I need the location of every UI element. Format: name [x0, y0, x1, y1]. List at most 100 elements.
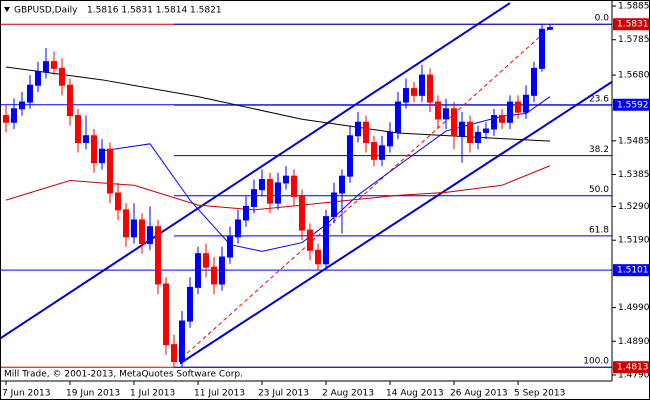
candle-body [395, 101, 401, 133]
candle-body [267, 179, 273, 204]
plot-area: 0.0 23.6 38.2 50.0 61.8 100.0 [0, 2, 612, 369]
x-tick-label: 2 Aug 2013 [322, 389, 374, 399]
candle-body [499, 115, 505, 123]
candle-body [379, 145, 385, 160]
candle-body [83, 135, 89, 143]
candle-body [163, 283, 169, 346]
y-tick-label: 1.5385 [618, 170, 650, 180]
candle-body [387, 131, 393, 147]
candle-body [515, 101, 521, 113]
y-tick-label: 1.5785 [618, 35, 650, 45]
y-tick-label: 1.4890 [618, 337, 650, 347]
candle-body [3, 115, 9, 123]
candle-body [147, 226, 153, 245]
candle-body [59, 67, 65, 86]
candle-body [235, 219, 241, 238]
candle-body [155, 226, 161, 285]
candle-body [259, 179, 265, 191]
candle-body [123, 209, 129, 238]
candle-body [547, 27, 553, 30]
candle-body [275, 182, 281, 204]
candle-body [347, 135, 353, 177]
y-tick-label: 1.5190 [618, 236, 650, 246]
moving-average [5, 66, 551, 142]
fib-label: 0.0 [595, 14, 610, 24]
candle-body [211, 266, 217, 285]
symbol: GBPUSD,Daily [14, 6, 78, 16]
candle-body [187, 286, 193, 322]
y-tick-label: 1.5485 [618, 136, 650, 146]
candle-body [131, 219, 137, 238]
candle-body [459, 121, 465, 137]
candle-body [219, 256, 225, 285]
trend-line [181, 27, 551, 359]
y-tick-label: 1.5885 [618, 2, 650, 12]
fib-label: 50.0 [589, 185, 609, 195]
candle-body [411, 88, 417, 96]
candle-body [483, 128, 489, 133]
candle-body [363, 121, 369, 143]
x-tick-label: 5 Sep 2013 [514, 389, 565, 399]
trend-line [179, 81, 612, 365]
candle-body [51, 61, 57, 69]
candle-body [539, 28, 545, 69]
copyright: Mill Trade, © 2001-2013, MetaQuotes Soft… [4, 370, 243, 380]
candle-body [67, 84, 73, 117]
x-tick-label: 14 Aug 2013 [386, 389, 444, 399]
candle-body [115, 192, 121, 211]
x-tick-label: 19 Jun 2013 [66, 389, 120, 399]
candle-body [195, 253, 201, 288]
candle-body [323, 216, 329, 265]
y-tick-label: 1.5290 [618, 202, 650, 212]
price-label-box [613, 18, 649, 31]
price-label: 1.5831 [617, 20, 649, 30]
candle-body [355, 121, 361, 137]
candle-body [531, 67, 537, 96]
candle-body [179, 320, 185, 362]
candle-body [35, 71, 41, 86]
candle-body [443, 108, 449, 120]
fib-label: 100.0 [583, 357, 609, 367]
candle-body [11, 108, 17, 123]
candle-body [203, 253, 209, 268]
candle-body [91, 135, 97, 164]
candle-body [523, 94, 529, 113]
price-label: 1.5592 [617, 100, 649, 110]
fib-label: 61.8 [589, 225, 609, 235]
candle-body [451, 108, 457, 137]
candle-body [139, 219, 145, 245]
menu-arrow[interactable] [4, 7, 10, 12]
price-label: 1.5101 [617, 266, 649, 276]
candle-body [435, 101, 441, 120]
y-tick-label: 1.5680 [618, 71, 650, 81]
x-tick-label: 1 Jul 2013 [130, 389, 175, 399]
candle-body [299, 195, 305, 231]
x-tick-label: 7 Jun 2013 [2, 389, 50, 399]
candle-body [107, 148, 113, 194]
price-label-box [613, 264, 649, 277]
candle-body [283, 175, 289, 184]
candle-body [291, 175, 297, 197]
candle-body [507, 101, 513, 123]
fib-label: 38.2 [589, 145, 609, 155]
candle-body [339, 175, 345, 194]
candle-body [171, 344, 177, 362]
y-tick-label: 1.4990 [618, 303, 650, 313]
candle-body [75, 115, 81, 143]
price-label: 1.4813 [617, 363, 649, 373]
candle-body [19, 101, 25, 110]
y-tick-label: 1.4790 [618, 370, 650, 380]
candle-body [371, 141, 377, 160]
candle-body [467, 121, 473, 143]
candle-body [419, 74, 425, 96]
candle-body [307, 229, 313, 251]
trend-line [0, 2, 511, 340]
candle-body [427, 74, 433, 103]
candle-body [227, 236, 233, 258]
candle-body [491, 115, 497, 130]
quote: 1.5816 1.5831 1.5814 1.5821 [87, 6, 222, 16]
candle-body [251, 189, 257, 208]
x-tick-label: 11 Jul 2013 [194, 389, 245, 399]
